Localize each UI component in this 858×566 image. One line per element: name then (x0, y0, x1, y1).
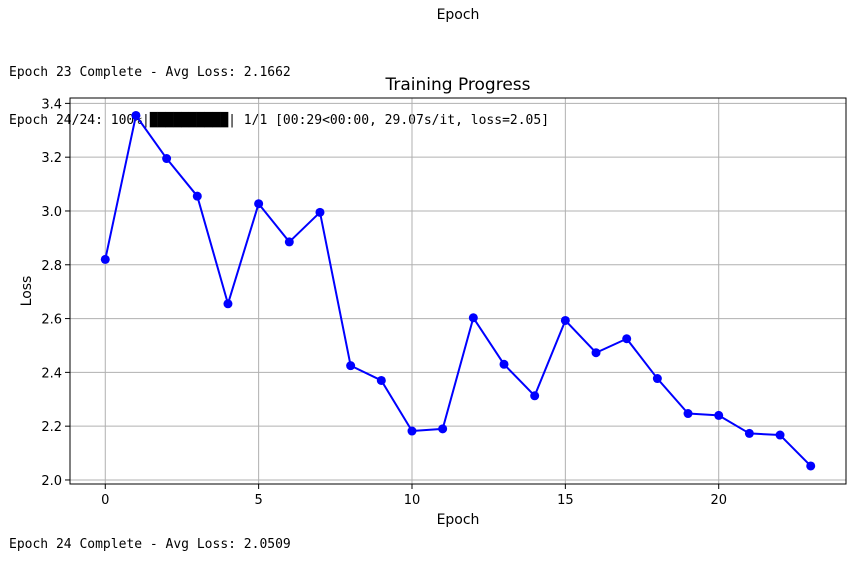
y-tick-label: 3.2 (41, 151, 62, 166)
x-tick-label: 10 (404, 493, 421, 508)
loss-data-point (468, 313, 478, 323)
loss-data-point (652, 374, 662, 384)
loss-data-point (499, 359, 509, 369)
data-point-layer (100, 110, 816, 471)
y-tick-label: 2.2 (41, 420, 62, 435)
x-axis-ticks: 0 5 10 15 20 (101, 484, 727, 508)
x-tick-label: 0 (101, 493, 109, 508)
y-axis-ticks: 2.0 2.2 2.4 2.6 2.8 3.0 3.2 3.4 (41, 97, 70, 489)
loss-data-point (346, 361, 356, 371)
loss-data-point (162, 154, 172, 164)
y-tick-label: 2.0 (41, 474, 62, 489)
loss-data-point (315, 207, 325, 217)
loss-data-point (714, 410, 724, 420)
chart-title: Training Progress (384, 75, 530, 95)
log-line: Epoch 23 Complete - Avg Loss: 2.1662 (9, 65, 291, 80)
y-axis-label: Loss (19, 276, 35, 307)
x-tick-label: 15 (557, 493, 574, 508)
top-axis-label: Epoch (436, 7, 480, 23)
x-tick-label: 20 (710, 493, 727, 508)
series-line-layer (104, 114, 812, 467)
loss-data-point (376, 375, 386, 385)
loss-data-point (254, 199, 264, 209)
y-tick-label: 2.8 (41, 259, 62, 274)
plot-frame (69, 97, 847, 485)
y-tick-label: 3.0 (41, 205, 62, 220)
y-tick-label: 2.6 (41, 313, 62, 328)
x-tick-label: 5 (254, 493, 262, 508)
loss-data-point (131, 110, 141, 120)
loss-data-point (591, 348, 601, 358)
loss-data-point (407, 426, 417, 436)
loss-data-point (622, 334, 632, 344)
loss-data-point (100, 254, 110, 264)
loss-data-point (284, 237, 294, 247)
loss-data-point (744, 428, 754, 438)
loss-data-point (223, 299, 233, 309)
loss-data-point (560, 315, 570, 325)
y-tick-label: 3.4 (41, 97, 62, 112)
grid (70, 98, 846, 484)
loss-series-line (104, 114, 812, 467)
loss-data-point (438, 424, 448, 434)
loss-data-point (683, 409, 693, 419)
training-log-bottom: Epoch 24 Complete - Avg Loss: 2.0509 (9, 537, 291, 552)
x-axis-label: Epoch (437, 512, 480, 528)
y-tick-label: 2.4 (41, 366, 62, 381)
loss-data-point (530, 391, 540, 401)
loss-data-point (806, 461, 816, 471)
loss-data-point (192, 191, 202, 201)
loss-data-point (775, 430, 785, 440)
